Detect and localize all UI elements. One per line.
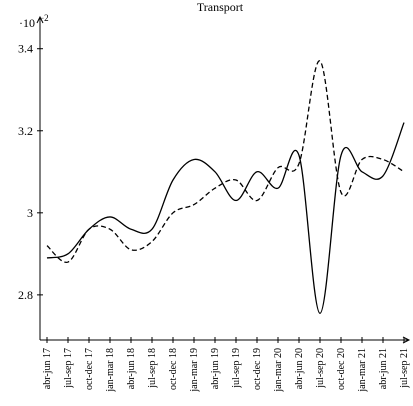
series-line bbox=[46, 122, 405, 314]
y-tick-label: 3.2 bbox=[18, 124, 33, 138]
x-tick-label: abr-jun 21 bbox=[378, 348, 389, 389]
y-tick-label: 3.4 bbox=[18, 42, 33, 56]
x-tick-label: jul-sep 21 bbox=[399, 348, 410, 389]
y-axis-arrow bbox=[36, 15, 44, 24]
x-tick-label: jul-sep 18 bbox=[147, 348, 158, 389]
x-tick-label: oct-dec 20 bbox=[336, 348, 347, 390]
x-tick-label: jul-sep 17 bbox=[63, 348, 74, 389]
x-axis-arrow bbox=[402, 336, 411, 344]
x-tick-label: oct-dec 18 bbox=[168, 348, 179, 390]
x-tick-label: jul-sep 20 bbox=[315, 348, 326, 389]
x-tick-label: jan-mar 18 bbox=[105, 348, 116, 393]
x-tick-label: abr-jun 20 bbox=[294, 348, 305, 389]
x-tick-label: jul-sep 19 bbox=[231, 348, 242, 389]
x-tick-label: jan-mar 19 bbox=[189, 348, 200, 393]
series-line bbox=[46, 60, 405, 263]
y-scale-exponent: −2 bbox=[39, 13, 49, 23]
y-tick-label: 3 bbox=[27, 206, 33, 220]
y-scale-base: ·10 bbox=[19, 16, 35, 30]
x-tick-label: oct-dec 17 bbox=[84, 348, 95, 390]
x-tick-label: abr-jun 18 bbox=[126, 348, 137, 389]
x-tick-label: jan-mar 21 bbox=[357, 348, 368, 393]
chart-title: Transport bbox=[197, 0, 244, 14]
x-tick-label: jan-mar 20 bbox=[273, 348, 284, 393]
x-tick-label: abr-jun 17 bbox=[42, 348, 53, 389]
x-tick-label: abr-jun 19 bbox=[210, 348, 221, 389]
x-tick-label: oct-dec 19 bbox=[252, 348, 263, 390]
y-tick-label: 2.8 bbox=[18, 288, 33, 302]
